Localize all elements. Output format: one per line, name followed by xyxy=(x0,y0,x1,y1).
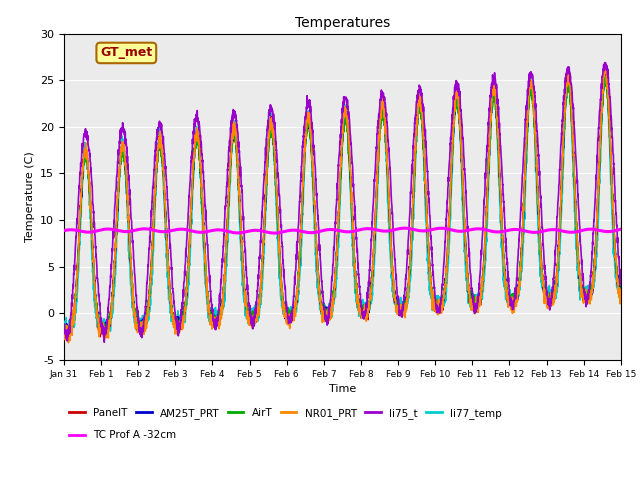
Y-axis label: Temperature (C): Temperature (C) xyxy=(24,151,35,242)
X-axis label: Time: Time xyxy=(329,384,356,394)
Title: Temperatures: Temperatures xyxy=(295,16,390,30)
Legend: TC Prof A -32cm: TC Prof A -32cm xyxy=(69,431,176,441)
Text: GT_met: GT_met xyxy=(100,47,152,60)
